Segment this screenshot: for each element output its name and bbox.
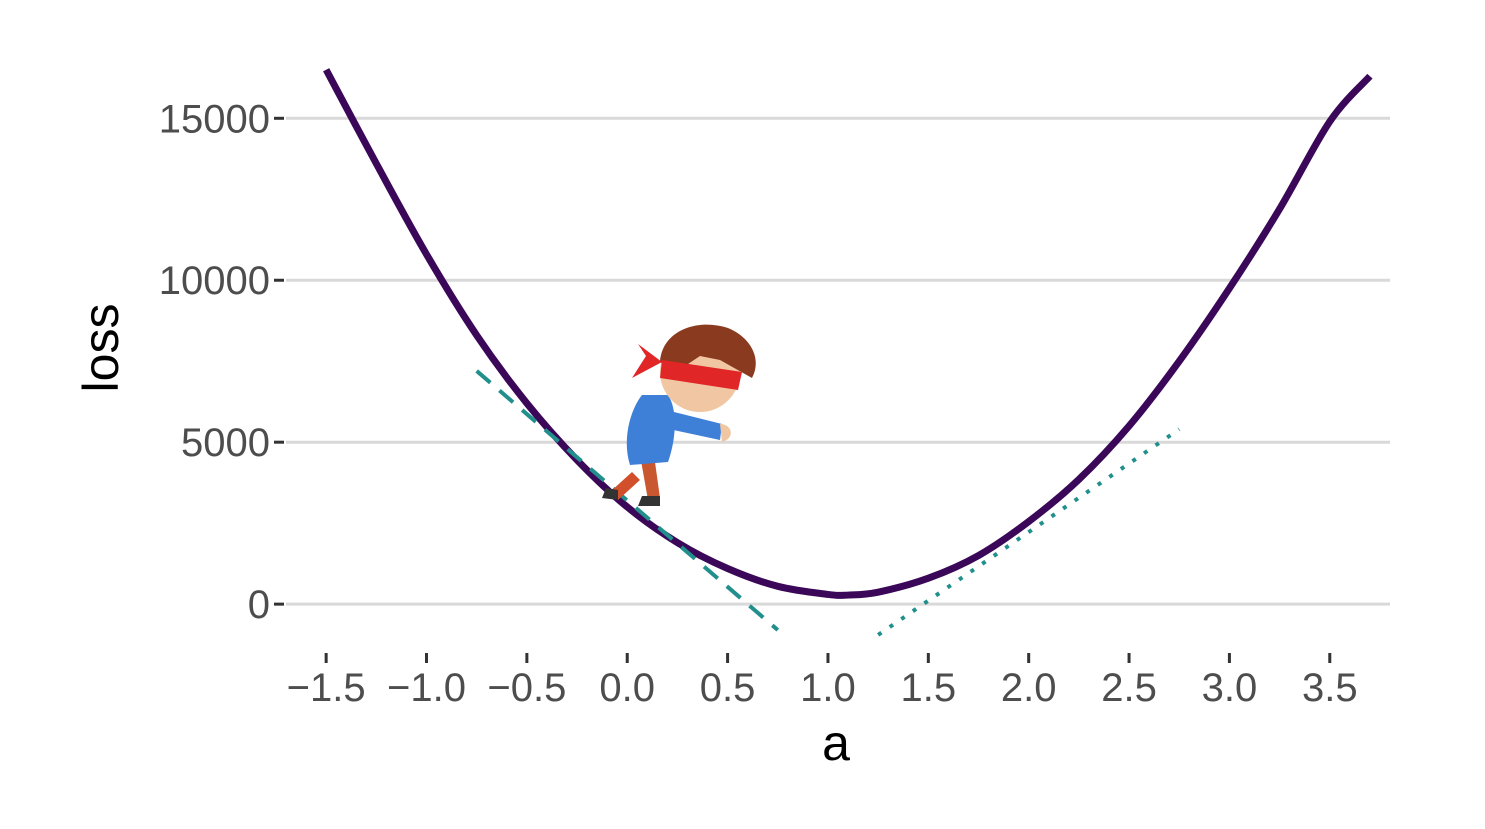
x-axis: −1.5 −1.0 −0.5 0.0 0.5 1.0 1.5 2.0 2.5 3.0 3.5	[287, 653, 1358, 710]
x-tick-label: 1.5	[901, 666, 957, 710]
x-tick-label: 3.0	[1202, 666, 1258, 710]
y-axis-title: loss	[73, 304, 129, 393]
tangent-dashed-line	[475, 369, 780, 632]
x-tick-label: 2.0	[1001, 666, 1057, 710]
x-tick-label: 3.5	[1302, 666, 1358, 710]
blindfolded-walker-figure	[602, 324, 756, 506]
series-group	[323, 68, 1373, 637]
x-tick-label: −1.0	[387, 666, 466, 710]
x-tick-label: 0.5	[700, 666, 756, 710]
y-tick-label: 5000	[181, 421, 270, 465]
x-axis-title: a	[822, 715, 850, 771]
x-tick-label: 2.5	[1101, 666, 1157, 710]
tangent-dotted-line	[877, 427, 1181, 637]
x-tick-label: 0.0	[599, 666, 655, 710]
x-tick-label: −1.5	[287, 666, 366, 710]
loss-curve-line	[323, 68, 1373, 599]
y-tick-label: 0	[248, 583, 270, 627]
y-tick-label: 15000	[159, 97, 270, 141]
y-axis: 0 5000 10000 15000	[159, 97, 284, 627]
grid-lines	[286, 116, 1390, 606]
x-tick-label: −0.5	[487, 666, 566, 710]
y-tick-label: 10000	[159, 259, 270, 303]
x-tick-label: 1.0	[800, 666, 856, 710]
